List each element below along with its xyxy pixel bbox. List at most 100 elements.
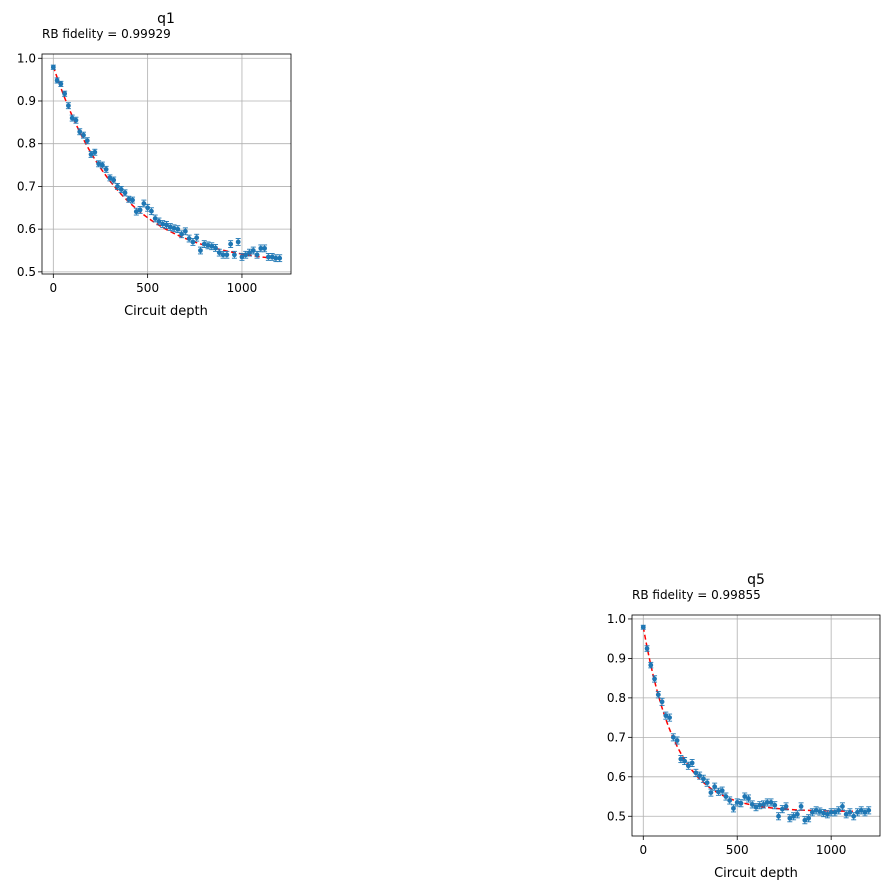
data-point [198,248,203,253]
data-point [704,780,710,786]
data-point [738,800,744,806]
data-point [843,811,849,817]
chart-subtitle: RB fidelity = 0.99855 [632,588,761,602]
data-point [791,813,796,819]
data-point [179,231,184,237]
data-point [667,715,672,721]
data-point [716,789,721,795]
data-point [66,103,71,109]
data-point [58,81,64,87]
data-point [77,129,83,135]
data-point [250,248,256,253]
data-point [126,196,132,202]
data-point [685,763,691,769]
data-point [787,815,793,821]
plot-frame [631,614,881,837]
data-point [194,235,200,241]
data-point [674,738,680,743]
x-tick-label: 0 [49,281,57,295]
data-point [99,162,105,168]
data-point [149,208,154,214]
x-axis-label: Circuit depth [714,866,798,881]
data-point [62,91,68,97]
y-tick-label: 1.0 [17,51,36,65]
data-point [813,807,819,813]
data-point [836,807,842,813]
data-point [69,115,75,121]
data-point [73,117,79,123]
data-point [840,804,845,809]
data-point [269,254,275,260]
data-point [152,216,158,221]
data-point [689,760,695,766]
data-point [209,243,215,249]
data-point [160,221,166,227]
data-point [175,226,181,232]
data-point [130,197,135,203]
data-point [122,190,128,196]
data-point [798,804,804,809]
panel-q1: q1 RB fidelity = 0.99929 0 500 1000 0.5 0.6 0… [17,11,292,319]
data-point [224,252,230,258]
data-point [670,734,676,740]
data-point [851,813,857,819]
data-point [806,815,812,821]
data-point [719,788,725,794]
data-point [644,646,650,651]
data-point [809,809,815,815]
data-point [213,245,218,251]
data-point [697,773,703,779]
data-point [232,252,237,258]
data-point [201,241,207,247]
x-tick-label: 1000 [816,843,847,857]
data-point [190,239,196,245]
data-point [768,800,774,805]
data-point [866,807,872,813]
y-tick-label: 0.7 [607,730,626,744]
data-point [753,804,759,810]
data-point [659,699,665,705]
data-point [277,255,283,261]
data-point [164,222,169,228]
data-point [652,676,657,682]
data-point [727,798,733,803]
chart-subtitle: RB fidelity = 0.99929 [42,27,171,41]
data-point [828,809,834,815]
data-point [145,205,151,211]
data-point [88,151,94,157]
data-point [220,252,226,258]
data-point [247,250,252,256]
data-point [742,794,748,799]
data-point [678,756,684,762]
data-point [693,770,699,776]
data-point [182,228,188,234]
y-tick-label: 0.8 [607,691,626,705]
data-point [133,209,139,215]
data-point [682,758,688,764]
data-point [156,219,162,224]
data-point [137,207,143,213]
x-tick-label: 0 [639,843,647,857]
data-point [254,252,260,258]
data-point [118,187,124,192]
data-point [640,624,646,630]
data-point [54,78,60,83]
data-point [764,800,770,805]
data-point [802,817,808,823]
data-point [186,236,192,241]
data-point [723,794,729,799]
data-point [205,242,211,248]
data-point [258,245,264,251]
y-tick-label: 0.6 [17,222,36,236]
data-point [794,811,800,817]
plot-frame [41,53,292,275]
data-point [772,802,778,808]
data-point [96,161,101,167]
y-tick-label: 0.5 [17,265,36,279]
data-point [757,802,763,808]
data-point [103,166,109,172]
x-axis-label: Circuit depth [124,304,208,319]
data-point [84,138,90,144]
y-tick-label: 0.5 [607,809,626,823]
data-point [761,802,766,807]
